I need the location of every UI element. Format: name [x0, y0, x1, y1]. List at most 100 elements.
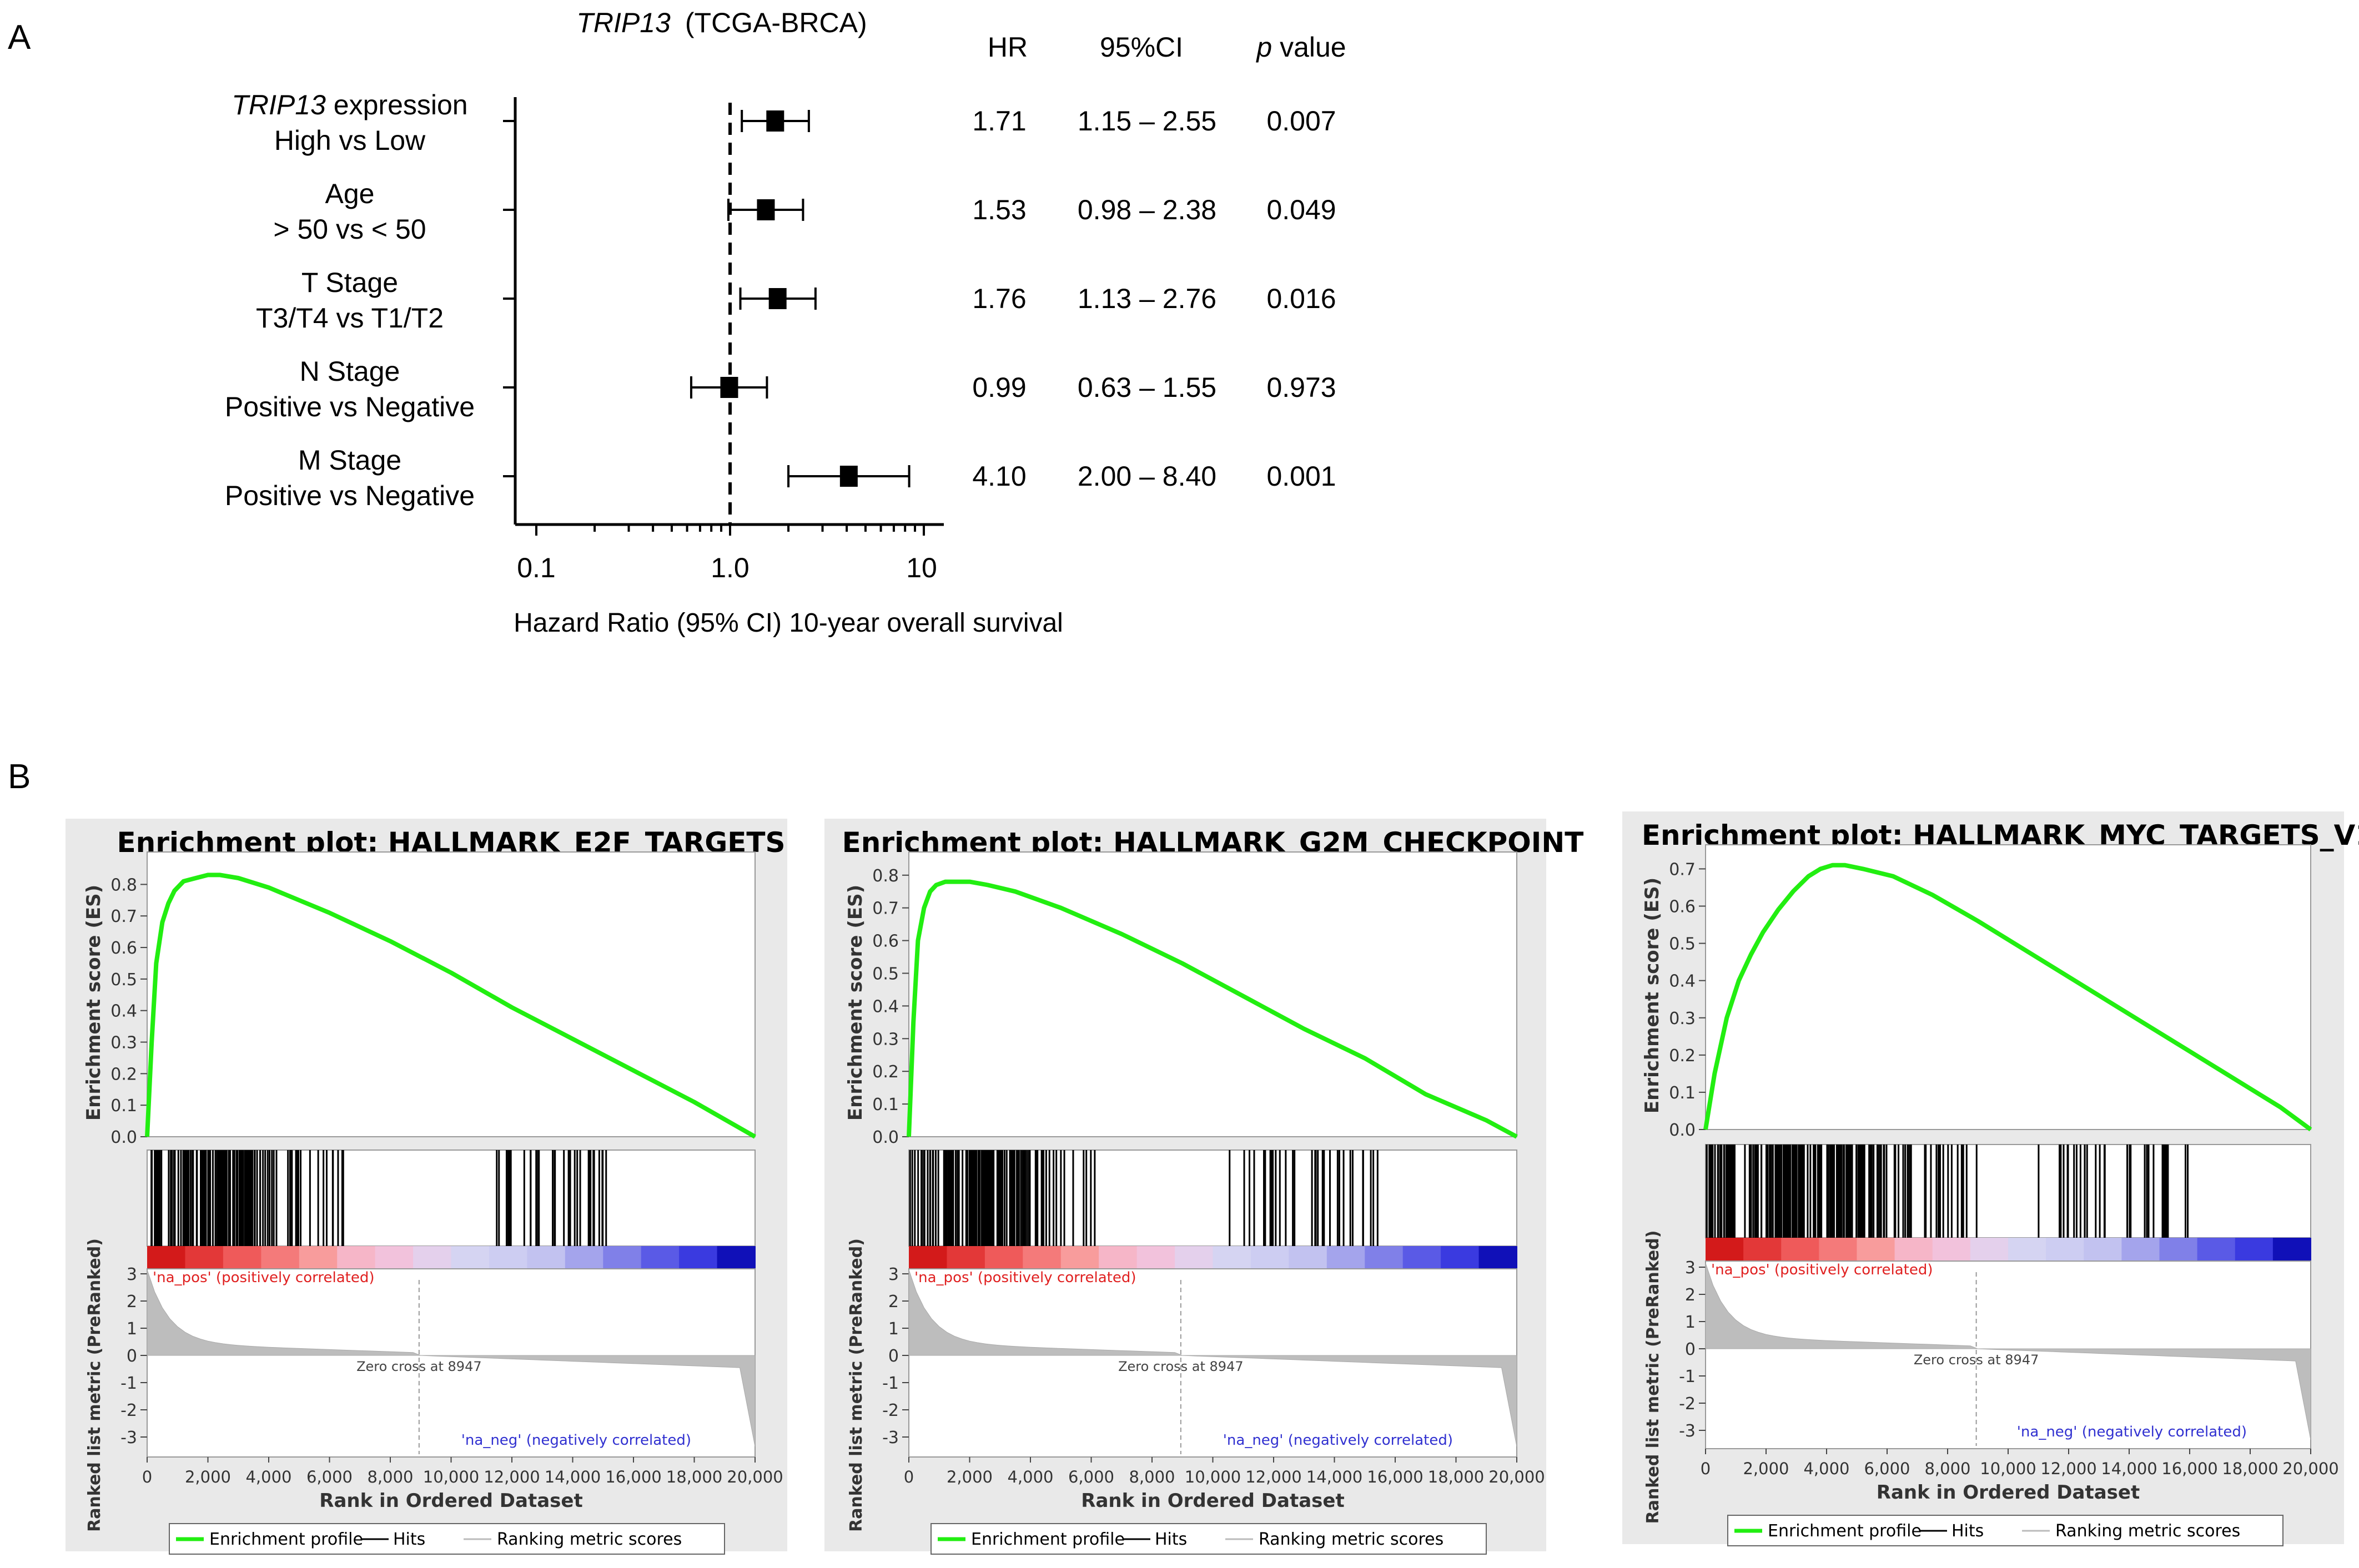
- rank-color-segment: [261, 1246, 300, 1269]
- rank-color-segment: [1023, 1246, 1062, 1269]
- rank-tick-label: -1: [1679, 1367, 1696, 1387]
- row-comparison: > 50 vs < 50: [273, 214, 426, 245]
- hr-point: [839, 466, 858, 487]
- row-comparison: High vs Low: [274, 125, 426, 156]
- gsea-x-label: Rank in Ordered Dataset: [1081, 1490, 1344, 1512]
- rank-color-segment: [603, 1246, 642, 1269]
- x-tick-label: 18,000: [2222, 1459, 2278, 1478]
- rank-tick-label: -3: [882, 1428, 899, 1448]
- rank-color-segment: [337, 1246, 376, 1269]
- rank-tick-label: 2: [127, 1292, 137, 1312]
- col-header-ci: 95%CI: [1100, 32, 1183, 63]
- hr-value: 1.76: [972, 283, 1026, 314]
- es-tick-label: 0.1: [1669, 1083, 1696, 1103]
- rank-color-segment: [1060, 1246, 1100, 1269]
- rank-color-segment: [1706, 1238, 1744, 1261]
- legend-profile-label: Enrichment profile: [209, 1530, 363, 1549]
- es-panel: [147, 851, 756, 1137]
- es-tick-label: 0.4: [1669, 972, 1696, 991]
- x-tick-label: 6,000: [1068, 1468, 1114, 1486]
- rank-tick-label: 0: [127, 1347, 137, 1366]
- x-tick-label: 10,000: [423, 1468, 479, 1486]
- rank-tick-label: 1: [1685, 1313, 1696, 1332]
- legend-profile-label: Enrichment profile: [971, 1530, 1125, 1549]
- rank-color-segment: [1894, 1238, 1933, 1261]
- legend-profile-label: Enrichment profile: [1768, 1521, 1922, 1541]
- rank-color-segment: [147, 1246, 186, 1269]
- rank-tick-label: 2: [1685, 1285, 1696, 1305]
- es-tick-label: 0.6: [872, 932, 899, 951]
- es-tick-label: 0.7: [110, 907, 137, 926]
- es-tick-label: 0.0: [872, 1128, 899, 1147]
- hits-panel: [1705, 1144, 2311, 1238]
- x-tick-label: 16,000: [605, 1468, 661, 1486]
- legend-hits-label: Hits: [393, 1530, 425, 1549]
- es-tick-label: 0.5: [1669, 935, 1696, 954]
- rank-y-label: Ranked list metric (PreRanked): [85, 1238, 104, 1532]
- gsea-legend: [169, 1523, 725, 1555]
- col-header-p: p value: [1255, 32, 1346, 63]
- rank-color-segment: [1099, 1246, 1138, 1269]
- rank-tick-label: 1: [127, 1319, 137, 1339]
- rank-color-segment: [1970, 1238, 2009, 1261]
- es-tick-label: 0.2: [110, 1065, 137, 1084]
- rank-tick-label: -1: [882, 1374, 899, 1393]
- gsea-legend: [1727, 1515, 2283, 1546]
- row-label: N Stage: [300, 356, 400, 387]
- rank-color-segment: [2121, 1238, 2160, 1261]
- gsea-plot-g2m: Enrichment plot: HALLMARK_G2M_CHECKPOINT…: [824, 819, 1583, 1555]
- row-comparison: Positive vs Negative: [225, 391, 475, 422]
- rank-color-segment: [1326, 1246, 1366, 1269]
- x-tick-label: 8,000: [1924, 1459, 1970, 1478]
- x-tick-label: 16,000: [1367, 1468, 1423, 1486]
- rank-color-segment: [717, 1246, 756, 1269]
- x-tick-label: 4,000: [1803, 1459, 1849, 1478]
- ci-value: 0.63 – 1.55: [1078, 372, 1216, 403]
- row-label: T Stage: [301, 267, 398, 298]
- rank-color-segment: [1743, 1238, 1782, 1261]
- rank-tick-label: 2: [888, 1292, 899, 1312]
- positive-label: 'na_pos' (positively correlated): [914, 1269, 1136, 1286]
- x-tick-label: 12,000: [484, 1468, 540, 1486]
- ranking-metric-area: [908, 1269, 1517, 1447]
- hr-point: [768, 288, 787, 309]
- hr-point: [720, 377, 738, 398]
- positive-label: 'na_pos' (positively correlated): [153, 1269, 374, 1286]
- rank-color-segment: [641, 1246, 680, 1269]
- rank-color-segment: [1478, 1246, 1517, 1269]
- hr-point: [766, 110, 784, 132]
- gsea-x-label: Rank in Ordered Dataset: [319, 1490, 582, 1512]
- forest-minor-ticks: [535, 525, 925, 536]
- positive-label: 'na_pos' (positively correlated): [1711, 1262, 1933, 1278]
- rank-color-segment: [2197, 1238, 2236, 1261]
- x-tick-0.1: 0.1: [517, 552, 556, 583]
- es-tick-label: 0.0: [1669, 1121, 1696, 1140]
- rank-tick-label: -2: [1679, 1394, 1696, 1414]
- es-tick-label: 0.4: [110, 1002, 137, 1021]
- rank-color-segment: [489, 1246, 528, 1269]
- rank-y-label: Ranked list metric (PreRanked): [847, 1238, 866, 1532]
- p-value: 0.973: [1266, 372, 1336, 403]
- rank-color-segment: [1781, 1238, 1820, 1261]
- x-tick-label: 4,000: [1007, 1468, 1053, 1486]
- x-tick-label: 14,000: [2101, 1459, 2157, 1478]
- rank-color-segment: [2008, 1238, 2047, 1261]
- es-tick-label: 0.3: [872, 1030, 899, 1049]
- x-tick-label: 16,000: [2161, 1459, 2217, 1478]
- x-tick-label: 8,000: [1129, 1468, 1175, 1486]
- hr-value: 0.99: [972, 372, 1026, 403]
- gsea-legend: [930, 1523, 1487, 1555]
- rank-color-segment: [679, 1246, 718, 1269]
- es-tick-label: 0.8: [110, 875, 137, 895]
- es-y-label: Enrichment score (ES): [1641, 878, 1663, 1113]
- rank-color-segment: [185, 1246, 224, 1269]
- rank-color-segment: [1441, 1246, 1480, 1269]
- ci-value: 0.98 – 2.38: [1078, 194, 1216, 225]
- p-value: 0.016: [1266, 283, 1336, 314]
- row-label: M Stage: [298, 445, 401, 476]
- rank-color-segment: [1819, 1238, 1858, 1261]
- x-tick-label: 2,000: [185, 1468, 231, 1486]
- rank-color-segment: [2159, 1238, 2198, 1261]
- gsea-plot-myc: Enrichment plot: HALLMARK_MYC_TARGETS_V1…: [1622, 811, 2359, 1546]
- rank-color-segment: [1365, 1246, 1404, 1269]
